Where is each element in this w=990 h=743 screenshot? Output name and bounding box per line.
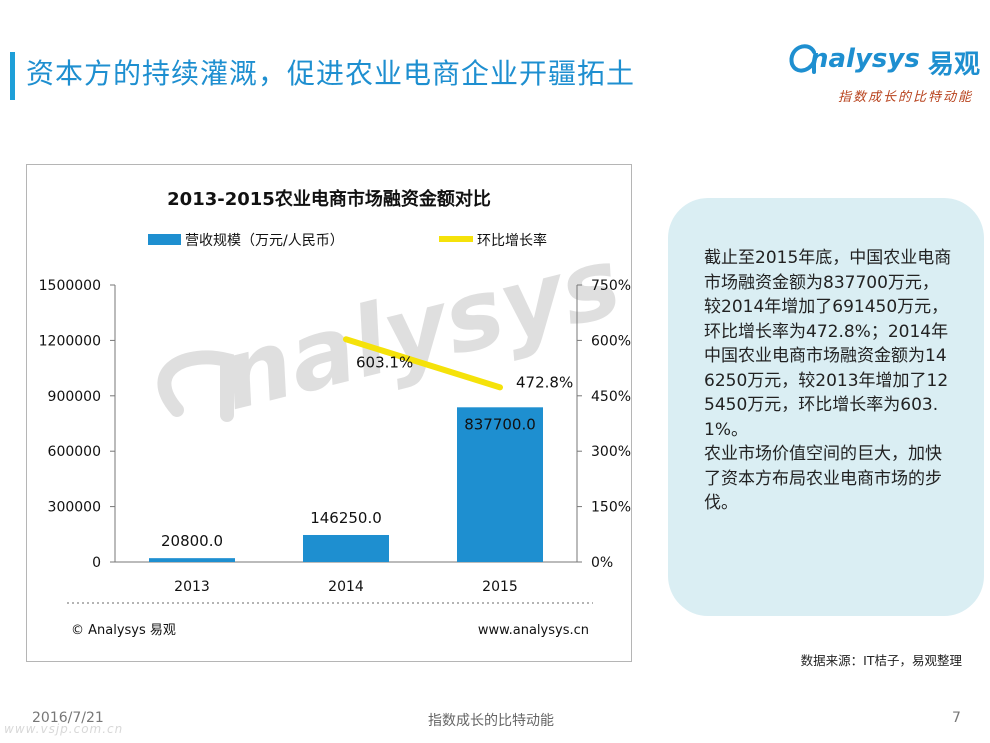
y-left-tick-label: 0 [92,555,101,571]
legend-line-label: 环比增长率 [477,232,547,249]
y-right-tick-label: 300% [591,444,631,460]
y-right-tick-label: 600% [591,333,631,349]
chart-container: nalysys 2013-2015农业电商市场融资金额对比 营收规模（万元/人民… [26,164,632,662]
chart-copyright: © Analysys 易观 [71,623,176,638]
bar-series [149,407,543,562]
y-right-tick-label: 450% [591,389,631,405]
chart-title: 2013-2015农业电商市场融资金额对比 [167,188,491,210]
growth-rate-line [343,336,503,391]
page-title: 资本方的持续灌溉，促进农业电商企业开疆拓土 [26,57,636,90]
line-data-label: 472.8% [516,373,573,391]
combo-chart: nalysys 2013-2015农业电商市场融资金额对比 营收规模（万元/人民… [39,188,631,638]
bar-data-label: 146250.0 [310,509,382,527]
legend-bar-label: 营收规模（万元/人民币） [185,233,344,249]
legend-bar-swatch [148,234,181,245]
y-left-tick-label: 900000 [48,389,101,405]
y-right-tick-label: 750% [591,278,631,294]
data-source: 数据来源：IT桔子，易观整理 [800,653,962,668]
bar-data-labels: 20800.0 146250.0 837700.0 [161,415,536,550]
footer-date: 2016/7/21 [32,710,104,726]
line-data-label: 603.1% [356,353,413,371]
line-data-labels: 603.1% 472.8% [356,353,573,391]
chart-legend: 营收规模（万元/人民币） 环比增长率 [148,232,547,249]
y-right-tick-label: 0% [591,555,613,571]
logo-chinese-name: 易观 [928,50,981,80]
y-axis-left-ticks: 0 300000 600000 900000 1200000 1500000 [39,278,115,571]
svg-text:nalysys: nalysys [210,226,631,433]
y-left-tick-label: 600000 [48,444,101,460]
bar-data-label: 20800.0 [161,532,223,550]
chart-website: www.analysys.cn [478,623,589,638]
bar [149,558,235,562]
bar [457,407,543,562]
x-tick-label: 2013 [174,579,210,595]
summary-text: 截止至2015年底，中国农业电商市场融资金额为837700万元，较2014年增加… [704,248,952,513]
y-left-tick-label: 1500000 [39,278,101,294]
logo-word: nalysys [810,44,920,74]
page-number: 7 [952,710,961,726]
bar-data-label: 837700.0 [464,415,536,433]
y-right-tick-label: 150% [591,500,631,516]
title-accent-bar [10,52,15,100]
y-left-tick-label: 1200000 [39,333,101,349]
logo-a-icon [789,44,816,74]
y-left-tick-label: 300000 [48,500,101,516]
corner-watermark: www.vsjp.com.cn [4,722,124,736]
line-series [343,336,503,391]
y-axis-right-ticks: 0% 150% 300% 450% 600% 750% [577,278,631,571]
x-axis-ticks: 2013 2014 2015 [174,579,518,595]
footer-slogan: 指数成长的比特动能 [428,713,554,729]
analysys-logo: nalysys 易观 指数成长的比特动能 [789,44,981,114]
summary-callout: 截止至2015年底，中国农业电商市场融资金额为837700万元，较2014年增加… [668,198,984,616]
chart-watermark: nalysys [157,226,631,433]
logo-slogan: 指数成长的比特动能 [838,90,974,105]
x-tick-label: 2015 [482,579,518,595]
bar [303,534,389,562]
x-tick-label: 2014 [328,579,364,595]
